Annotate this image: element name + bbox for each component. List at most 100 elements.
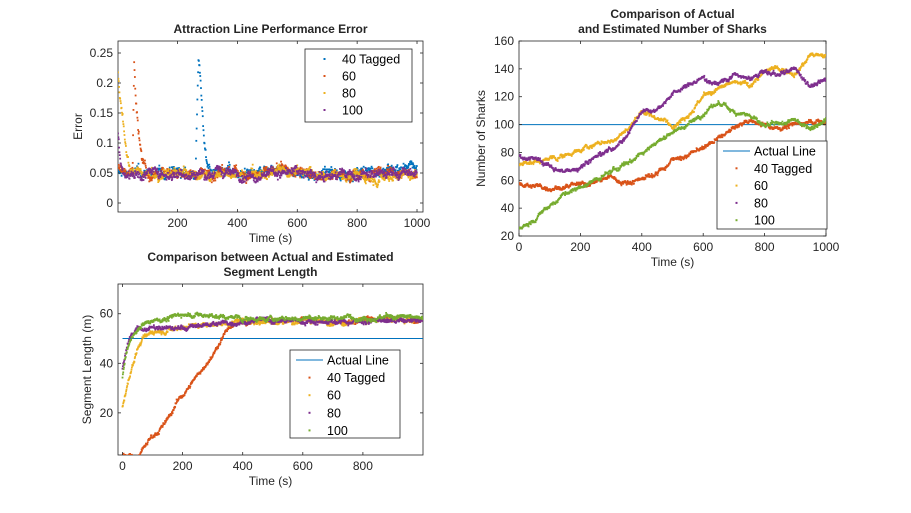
data-point	[311, 177, 314, 179]
data-point	[209, 180, 212, 182]
data-point	[357, 177, 359, 180]
data-point	[615, 178, 618, 181]
data-point	[148, 180, 151, 183]
data-point	[150, 176, 152, 178]
data-point	[307, 178, 310, 181]
data-point	[523, 186, 526, 188]
data-point	[263, 170, 266, 173]
data-point	[407, 166, 410, 169]
data-point	[537, 183, 540, 186]
data-point	[653, 175, 656, 178]
data-point	[311, 174, 314, 177]
data-point	[540, 184, 543, 187]
data-point	[248, 174, 251, 177]
data-point	[389, 176, 392, 179]
data-point	[227, 168, 229, 170]
data-point	[738, 124, 741, 127]
data-point	[233, 175, 235, 177]
data-point	[144, 173, 147, 176]
data-point	[333, 172, 336, 175]
data-point	[672, 128, 674, 130]
data-point	[206, 162, 208, 165]
data-point	[195, 157, 197, 160]
data-point	[227, 172, 230, 175]
data-point	[289, 174, 291, 177]
data-point	[677, 122, 680, 125]
data-point	[118, 146, 120, 149]
data-point	[198, 71, 201, 74]
data-point	[290, 167, 293, 170]
data-point	[294, 175, 297, 178]
data-point	[275, 162, 278, 165]
data-point	[241, 174, 244, 177]
data-point	[170, 173, 173, 176]
data-point	[262, 169, 265, 172]
data-point	[144, 177, 147, 179]
data-point	[388, 171, 391, 173]
data-point	[572, 151, 575, 154]
data-point	[539, 162, 541, 165]
data-point	[338, 173, 341, 176]
data-point	[252, 179, 255, 182]
data-point	[270, 172, 273, 175]
data-point	[769, 69, 772, 72]
data-point	[324, 175, 327, 178]
data-point	[367, 173, 370, 176]
data-point	[570, 183, 573, 186]
data-point	[279, 164, 281, 167]
data-point	[351, 178, 354, 181]
data-point	[275, 172, 278, 175]
data-point	[331, 178, 334, 180]
data-point	[377, 174, 380, 177]
data-point	[403, 169, 405, 172]
data-point	[218, 173, 221, 176]
data-point	[197, 71, 199, 74]
data-point	[167, 176, 170, 179]
data-point	[796, 72, 799, 75]
legend-label: 40 Tagged	[342, 53, 400, 67]
data-point	[334, 171, 337, 174]
data-point	[614, 139, 617, 142]
data-point	[304, 168, 307, 171]
data-point	[641, 178, 643, 181]
data-point	[162, 168, 165, 171]
data-point	[544, 187, 547, 190]
data-point	[207, 172, 210, 175]
x-tick-label: 200	[168, 216, 188, 230]
data-point	[391, 166, 394, 169]
data-point	[710, 94, 713, 97]
legend-label: 80	[342, 87, 356, 101]
data-point	[400, 171, 403, 174]
data-point	[344, 176, 347, 179]
data-point	[137, 167, 140, 169]
data-point	[122, 125, 125, 128]
data-point	[184, 175, 187, 178]
data-point	[793, 73, 796, 76]
data-point	[243, 173, 246, 175]
data-point	[817, 118, 820, 121]
data-point	[144, 159, 146, 162]
data-point	[745, 119, 748, 122]
data-point	[739, 122, 742, 125]
data-point	[565, 186, 568, 188]
data-point	[146, 174, 149, 177]
data-point	[216, 174, 219, 176]
data-point	[653, 116, 656, 119]
data-point	[792, 74, 795, 77]
data-point	[272, 168, 275, 171]
data-point	[626, 182, 629, 184]
data-point	[123, 167, 126, 170]
data-point	[159, 167, 161, 170]
data-point	[220, 170, 222, 173]
data-point	[656, 174, 659, 177]
data-point	[396, 164, 399, 166]
data-point	[126, 154, 128, 157]
data-point	[168, 171, 170, 173]
data-point	[348, 171, 350, 174]
data-point	[687, 117, 690, 119]
data-point	[348, 178, 351, 181]
data-point	[155, 170, 158, 172]
data-point	[312, 176, 315, 179]
data-point	[379, 167, 382, 170]
data-point	[373, 178, 376, 181]
